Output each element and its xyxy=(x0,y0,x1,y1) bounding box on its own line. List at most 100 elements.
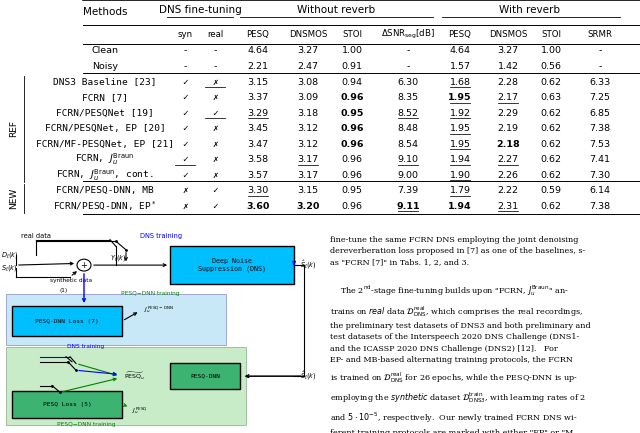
Text: $S_\ell(k)$: $S_\ell(k)$ xyxy=(1,264,18,274)
Text: FCRN/PESQ-DNN, MB: FCRN/PESQ-DNN, MB xyxy=(56,186,154,195)
Text: 3.30: 3.30 xyxy=(248,186,269,195)
Text: 0.95: 0.95 xyxy=(340,109,364,117)
Text: -: - xyxy=(406,46,410,55)
Text: 3.27: 3.27 xyxy=(298,46,319,55)
Text: 7.25: 7.25 xyxy=(589,93,611,102)
Text: 0.63: 0.63 xyxy=(540,93,561,102)
Text: 1.57: 1.57 xyxy=(449,62,470,71)
Text: 6.85: 6.85 xyxy=(589,109,611,117)
Text: 4.64: 4.64 xyxy=(449,46,470,55)
Text: 3.47: 3.47 xyxy=(248,139,269,149)
Text: 3.15: 3.15 xyxy=(248,78,269,87)
Text: SRMR: SRMR xyxy=(588,30,612,39)
Text: 1.94: 1.94 xyxy=(449,155,470,164)
Text: 8.52: 8.52 xyxy=(397,109,419,117)
Text: ✓: ✓ xyxy=(182,124,188,133)
Text: FCRN/MF-PESQNet, EP [21]: FCRN/MF-PESQNet, EP [21] xyxy=(36,139,174,149)
FancyBboxPatch shape xyxy=(12,306,122,336)
Text: 1.94: 1.94 xyxy=(448,201,472,210)
Text: 6.33: 6.33 xyxy=(589,78,611,87)
Text: fine-tune the same FCRN DNS employing the joint denoising
dereverberation loss p: fine-tune the same FCRN DNS employing th… xyxy=(330,236,590,433)
Text: 2.21: 2.21 xyxy=(248,62,269,71)
Text: -: - xyxy=(598,62,602,71)
Text: DNS training: DNS training xyxy=(67,344,104,349)
Text: 9.11: 9.11 xyxy=(396,201,420,210)
Text: 3.12: 3.12 xyxy=(298,139,319,149)
Text: $J_u^{\rm PESQ-DNN}$: $J_u^{\rm PESQ-DNN}$ xyxy=(144,304,174,315)
Text: 3.20: 3.20 xyxy=(296,201,320,210)
Text: 7.30: 7.30 xyxy=(589,171,611,180)
Text: 1.92: 1.92 xyxy=(449,109,470,117)
Text: $Y_\ell(k)$: $Y_\ell(k)$ xyxy=(110,253,127,263)
Text: 0.59: 0.59 xyxy=(541,186,561,195)
Text: ✗: ✗ xyxy=(212,78,218,87)
FancyBboxPatch shape xyxy=(6,294,226,345)
Text: ✗: ✗ xyxy=(182,186,188,195)
Text: REF: REF xyxy=(10,120,19,137)
Text: PESQ-DNN: PESQ-DNN xyxy=(190,374,220,379)
Text: 0.96: 0.96 xyxy=(342,171,362,180)
Text: $D_\ell(k)$: $D_\ell(k)$ xyxy=(1,250,19,260)
Text: PESQ: PESQ xyxy=(246,30,269,39)
Text: -: - xyxy=(183,62,187,71)
Text: 3.58: 3.58 xyxy=(248,155,269,164)
Text: 2.18: 2.18 xyxy=(496,139,520,149)
Text: 8.48: 8.48 xyxy=(397,124,419,133)
Text: NEW: NEW xyxy=(10,187,19,209)
Text: STOI: STOI xyxy=(541,30,561,39)
Text: real data: real data xyxy=(21,233,51,239)
Text: ✓: ✓ xyxy=(182,109,188,117)
Text: $\hat{S}_\ell(k)$: $\hat{S}_\ell(k)$ xyxy=(300,259,317,271)
Text: DNSMOS: DNSMOS xyxy=(489,30,527,39)
Text: 1.95: 1.95 xyxy=(449,124,470,133)
Text: ✓: ✓ xyxy=(182,78,188,87)
Text: 3.17: 3.17 xyxy=(298,171,319,180)
Text: 0.94: 0.94 xyxy=(342,78,362,87)
Text: 2.29: 2.29 xyxy=(497,109,518,117)
Text: 2.31: 2.31 xyxy=(497,201,518,210)
Text: 1.68: 1.68 xyxy=(449,78,470,87)
Text: 0.96: 0.96 xyxy=(340,124,364,133)
Text: Without reverb: Without reverb xyxy=(298,5,376,15)
FancyBboxPatch shape xyxy=(170,246,294,284)
Text: 0.95: 0.95 xyxy=(342,186,362,195)
Text: 0.62: 0.62 xyxy=(541,155,561,164)
Text: synthetic data: synthetic data xyxy=(50,278,92,283)
Text: 0.56: 0.56 xyxy=(541,62,561,71)
Text: ✓: ✓ xyxy=(182,139,188,149)
Text: 1.79: 1.79 xyxy=(449,186,470,195)
Text: ✗: ✗ xyxy=(212,139,218,149)
Text: ✓: ✓ xyxy=(212,109,218,117)
Text: real: real xyxy=(207,30,223,39)
Text: $\widetilde{\rm PESQ}_u$: $\widetilde{\rm PESQ}_u$ xyxy=(124,371,145,382)
Text: PESQ: PESQ xyxy=(449,30,472,39)
Text: 0.62: 0.62 xyxy=(541,124,561,133)
Text: -: - xyxy=(598,46,602,55)
Text: 1.95: 1.95 xyxy=(449,139,470,149)
FancyBboxPatch shape xyxy=(12,391,122,418)
Text: -: - xyxy=(213,62,217,71)
Text: PESQ−DNN training: PESQ−DNN training xyxy=(57,422,115,427)
FancyBboxPatch shape xyxy=(6,346,246,424)
Text: 0.62: 0.62 xyxy=(541,78,561,87)
Text: 7.38: 7.38 xyxy=(589,124,611,133)
FancyBboxPatch shape xyxy=(170,363,240,389)
Text: 1.95: 1.95 xyxy=(448,93,472,102)
Text: FCRN/PESQ-DNN, EP$^*$: FCRN/PESQ-DNN, EP$^*$ xyxy=(53,200,157,212)
Text: 3.27: 3.27 xyxy=(497,46,518,55)
Text: 3.60: 3.60 xyxy=(246,201,269,210)
Text: ✓: ✓ xyxy=(212,186,218,195)
Text: Noisy: Noisy xyxy=(92,62,118,71)
Text: -: - xyxy=(213,46,217,55)
Text: 2.17: 2.17 xyxy=(497,93,518,102)
Text: 1.42: 1.42 xyxy=(497,62,518,71)
Text: 1.00: 1.00 xyxy=(342,46,362,55)
Text: 9.10: 9.10 xyxy=(397,155,419,164)
Text: PESQ-DNN Loss (7): PESQ-DNN Loss (7) xyxy=(35,319,99,323)
Text: ✓: ✓ xyxy=(182,93,188,102)
Text: 7.38: 7.38 xyxy=(589,201,611,210)
Text: DNS3 Baseline [23]: DNS3 Baseline [23] xyxy=(53,78,157,87)
Text: 3.08: 3.08 xyxy=(298,78,319,87)
Text: 2.27: 2.27 xyxy=(497,155,518,164)
Text: 3.17: 3.17 xyxy=(298,155,319,164)
